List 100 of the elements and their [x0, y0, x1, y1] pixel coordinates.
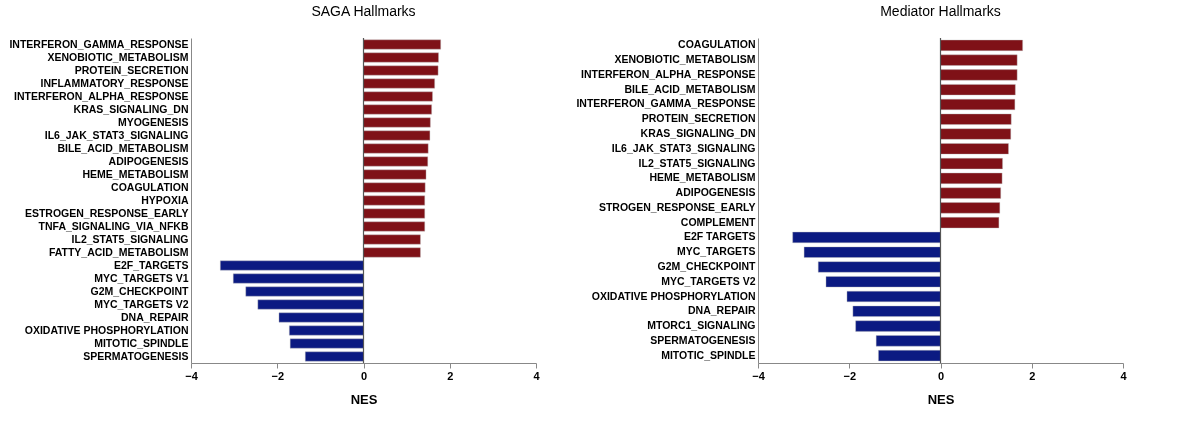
x-tick-label: 0 [360, 369, 368, 382]
y-tick-label: TNFA_SIGNALING_VIA_NFKB [38, 219, 189, 232]
x-tick-label: −2 [843, 369, 857, 382]
y-tick-label: BILE_ACID_METABOLISM [57, 141, 189, 154]
y-tick-label: MYOGENESIS [117, 115, 189, 128]
y-tick-label: MITOTIC_SPINDLE [94, 336, 189, 349]
y-tick-label: COAGULATION [678, 38, 756, 51]
bar [363, 143, 429, 154]
bar [940, 84, 1016, 96]
bar [245, 286, 364, 297]
bar [220, 260, 364, 271]
bar [940, 98, 1016, 110]
bar [363, 104, 432, 115]
x-axis-title: NES [927, 391, 955, 407]
y-tick-label: IL6_JAK_STAT3_SIGNALING [44, 128, 189, 141]
y-tick-label: IL6_JAK_STAT3_SIGNALING [611, 141, 756, 154]
bar [363, 195, 425, 206]
y-tick-label: INTERFERON_ALPHA_RESPONSE [14, 89, 189, 102]
y-tick-label: DNA_REPAIR [121, 310, 189, 323]
bar [803, 246, 941, 258]
bar [363, 39, 441, 50]
y-tick-label: SPERMATOGENESIS [650, 333, 756, 346]
y-tick-label: OXIDATIVE PHOSPHORYLATION [591, 289, 756, 302]
bar [940, 128, 1011, 140]
bar [363, 221, 425, 232]
bar [878, 350, 941, 362]
bar [363, 52, 439, 63]
bar [852, 305, 941, 317]
chart-title: SAGA Hallmarks [311, 3, 416, 20]
bar [363, 169, 427, 180]
bar [289, 338, 364, 349]
bar [940, 113, 1012, 125]
y-tick-label: MYC_TARGETS V2 [661, 274, 756, 287]
bar [363, 208, 425, 219]
bar [940, 69, 1018, 81]
y-tick-label: HYPOXIA [141, 193, 189, 206]
y-tick-label: XENOBIOTIC_METABOLISM [47, 50, 189, 63]
y-tick-label: G2M_CHECKPOINT [90, 284, 190, 297]
bar [818, 261, 941, 273]
bar [363, 78, 435, 89]
y-tick-label: HEME_METABOLISM [649, 171, 756, 184]
x-tick-label: 4 [533, 369, 541, 382]
bar [363, 130, 431, 141]
bar [278, 312, 364, 323]
chart-title: Mediator Hallmarks [880, 3, 1001, 20]
y-tick-label: IL2_STAT5_SIGNALING [71, 232, 189, 245]
bar [363, 91, 433, 102]
y-tick-label: INFLAMMATORY_RESPONSE [40, 76, 189, 89]
y-tick-label: PROTEIN_SECRETION [74, 63, 189, 76]
y-tick-label: IL2_STAT5_SIGNALING [638, 156, 756, 169]
bar [846, 291, 941, 303]
bar [940, 202, 1001, 214]
y-tick-label: MYC_TARGETS V2 [94, 297, 189, 310]
bar [363, 117, 431, 128]
y-tick-label: COMPLEMENT [680, 215, 757, 228]
y-tick-label: DNA_REPAIR [688, 304, 756, 317]
bar [940, 187, 1001, 199]
y-tick-label: ADIPOGENESIS [675, 186, 756, 199]
x-tick-label: −4 [752, 369, 766, 382]
x-axis-title: NES [350, 391, 378, 407]
y-tick-label: E2F TARGETS [683, 230, 756, 243]
y-tick-label: G2M_CHECKPOINT [657, 259, 757, 272]
x-tick-label: 2 [447, 369, 454, 382]
y-tick-label: MTORC1_SIGNALING [647, 319, 756, 332]
bar [233, 273, 364, 284]
bar [940, 39, 1023, 51]
y-tick-label: KRAS_SIGNALING_DN [73, 102, 189, 115]
bar [363, 247, 421, 258]
bar [363, 182, 426, 193]
y-tick-label: FATTY_ACID_METABOLISM [48, 245, 189, 258]
y-tick-label: MYC_TARGETS [676, 245, 756, 258]
bar [855, 320, 941, 332]
y-tick-label: BILE_ACID_METABOLISM [624, 82, 756, 95]
y-tick-label: COAGULATION [111, 180, 189, 193]
bar [305, 351, 364, 362]
x-tick-label: −4 [185, 369, 199, 382]
y-tick-label: MITOTIC_SPINDLE [661, 348, 756, 361]
y-tick-label: PROTEIN_SECRETION [641, 112, 756, 125]
y-tick-label: KRAS_SIGNALING_DN [640, 127, 756, 140]
y-tick-label: STROGEN_RESPONSE_EARLY [598, 200, 756, 213]
x-tick-label: 0 [937, 369, 945, 382]
bar [940, 158, 1003, 170]
bar [289, 325, 364, 336]
bar [363, 65, 439, 76]
y-tick-label: SPERMATOGENESIS [83, 349, 189, 362]
y-tick-label: INTERFERON_ALPHA_RESPONSE [581, 67, 756, 80]
x-tick-label: 4 [1120, 369, 1128, 382]
y-tick-label: XENOBIOTIC_METABOLISM [614, 53, 756, 66]
y-tick-label: INTERFERON_GAMMA_RESPONSE [576, 97, 756, 110]
x-tick-label: −2 [271, 369, 285, 382]
bar [940, 172, 1003, 184]
bar [792, 231, 941, 243]
bar [940, 217, 1000, 229]
bar [825, 276, 941, 288]
y-tick-label: HEME_METABOLISM [82, 167, 189, 180]
bar [940, 143, 1009, 155]
bar [363, 234, 421, 245]
y-tick-label: ADIPOGENESIS [108, 154, 189, 167]
bar [940, 54, 1018, 66]
y-tick-label: ESTROGEN_RESPONSE_EARLY [24, 206, 189, 219]
